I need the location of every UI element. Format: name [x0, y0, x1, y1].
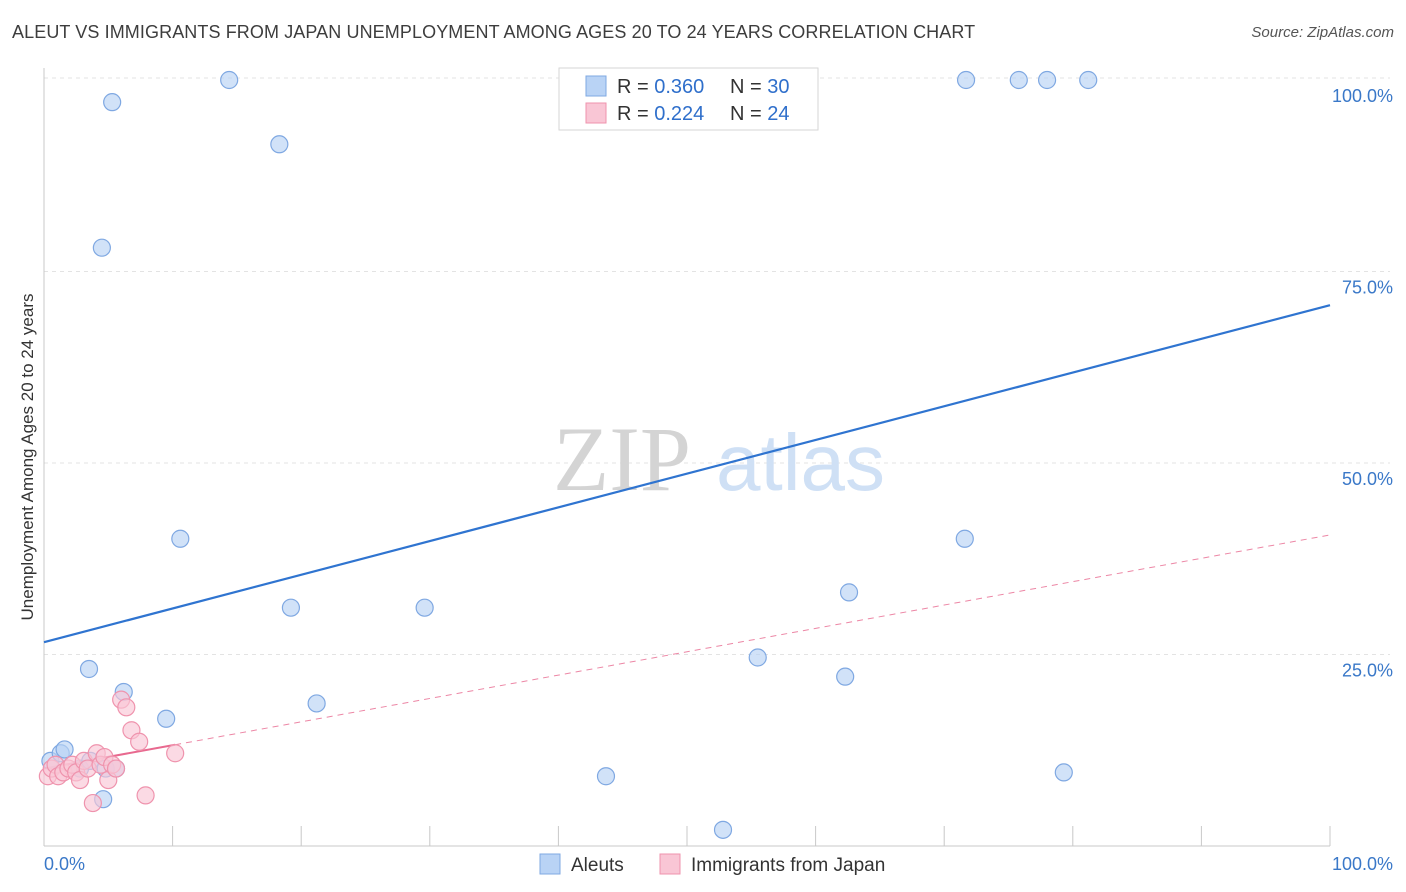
- point-aleuts-7: [79, 659, 99, 679]
- source-attribution: Source: ZipAtlas.com: [1251, 24, 1394, 41]
- point-aleuts-16: [281, 598, 301, 617]
- legend-r-value-japan: 0.224: [654, 103, 704, 125]
- series-legend-swatch-japan[interactable]: [659, 853, 681, 875]
- legend-n-japan: N = 24: [730, 103, 790, 125]
- point-aleuts-10: [157, 709, 176, 728]
- legend-n-label-aleuts: N =: [730, 76, 767, 98]
- point-aleuts-24: [955, 529, 974, 548]
- point-aleuts-17: [307, 694, 326, 713]
- legend-row-aleuts: R = 0.360: [617, 76, 704, 98]
- x-tick-label-100: 100.0%: [1332, 854, 1393, 874]
- point-aleuts-29: [1054, 763, 1073, 782]
- point-aleuts-20: [713, 820, 733, 839]
- point-aleuts-15: [171, 529, 190, 548]
- source-link[interactable]: ZipAtlas.com: [1307, 24, 1394, 41]
- point-japan-21: [130, 732, 149, 751]
- watermark-zip: ZIP: [553, 408, 691, 510]
- x-ticks: [172, 826, 1331, 846]
- series-legend-label-japan[interactable]: Immigrants from Japan: [691, 855, 885, 876]
- legend-n-value-aleuts: 30: [767, 76, 789, 98]
- legend-swatch-japan: [585, 102, 607, 124]
- series-legend: Aleuts Immigrants from Japan: [539, 853, 885, 876]
- point-aleuts-13: [220, 70, 239, 90]
- point-japan-11: [83, 793, 102, 813]
- legend-r-value-aleuts: 0.360: [654, 76, 704, 98]
- legend-r-label-japan: R =: [617, 103, 654, 125]
- point-aleuts-23: [839, 583, 859, 602]
- x-tick-label-0: 0.0%: [44, 854, 85, 874]
- point-aleuts-25: [956, 70, 976, 90]
- legend-n-aleuts: N = 30: [730, 76, 790, 98]
- y-tick-label-50: 50.0%: [1342, 469, 1393, 489]
- series-legend-swatch-aleuts[interactable]: [539, 853, 561, 875]
- point-aleuts-11: [103, 93, 122, 112]
- legend-n-value-japan: 24: [767, 103, 789, 125]
- point-aleuts-26: [1009, 70, 1028, 90]
- stats-legend: R = 0.360 N = 30 R = 0.224 N = 24: [558, 67, 819, 131]
- y-tick-label-25: 25.0%: [1342, 661, 1393, 681]
- point-aleuts-22: [836, 667, 855, 686]
- series-legend-label-aleuts[interactable]: Aleuts: [571, 855, 624, 876]
- trendlines: [43, 304, 1331, 770]
- point-aleuts-21: [748, 648, 767, 667]
- point-japan-19: [117, 698, 136, 717]
- tick-labels: 25.0% 50.0% 75.0% 100.0% 0.0% 100.0%: [44, 86, 1393, 874]
- legend-swatch-aleuts: [585, 75, 607, 97]
- watermark-atlas: atlas: [716, 418, 885, 507]
- trendline-japan-dashed: [175, 534, 1331, 746]
- point-aleuts-12: [92, 238, 111, 257]
- chart-title: ALEUT VS IMMIGRANTS FROM JAPAN UNEMPLOYM…: [12, 22, 976, 42]
- point-aleuts-14: [270, 135, 289, 154]
- legend-r-label-aleuts: R =: [617, 76, 654, 98]
- point-japan-17: [106, 759, 126, 778]
- y-tick-label-75: 75.0%: [1342, 278, 1393, 298]
- point-aleuts-18: [415, 598, 434, 617]
- trendline-aleuts: [43, 304, 1331, 644]
- point-aleuts-27: [1037, 70, 1057, 90]
- y-tick-label-100: 100.0%: [1332, 86, 1393, 106]
- point-aleuts-19: [596, 767, 616, 786]
- data-points: [38, 70, 1098, 839]
- watermark: ZIP atlas: [553, 408, 885, 510]
- point-japan-22: [136, 786, 155, 805]
- point-aleuts-2: [55, 740, 74, 759]
- legend-row-japan: R = 0.224: [617, 103, 704, 125]
- source-label: Source:: [1251, 24, 1308, 41]
- point-japan-23: [166, 744, 185, 763]
- legend-n-label-japan: N =: [730, 103, 767, 125]
- point-aleuts-28: [1079, 70, 1098, 90]
- gridlines: [44, 77, 1390, 655]
